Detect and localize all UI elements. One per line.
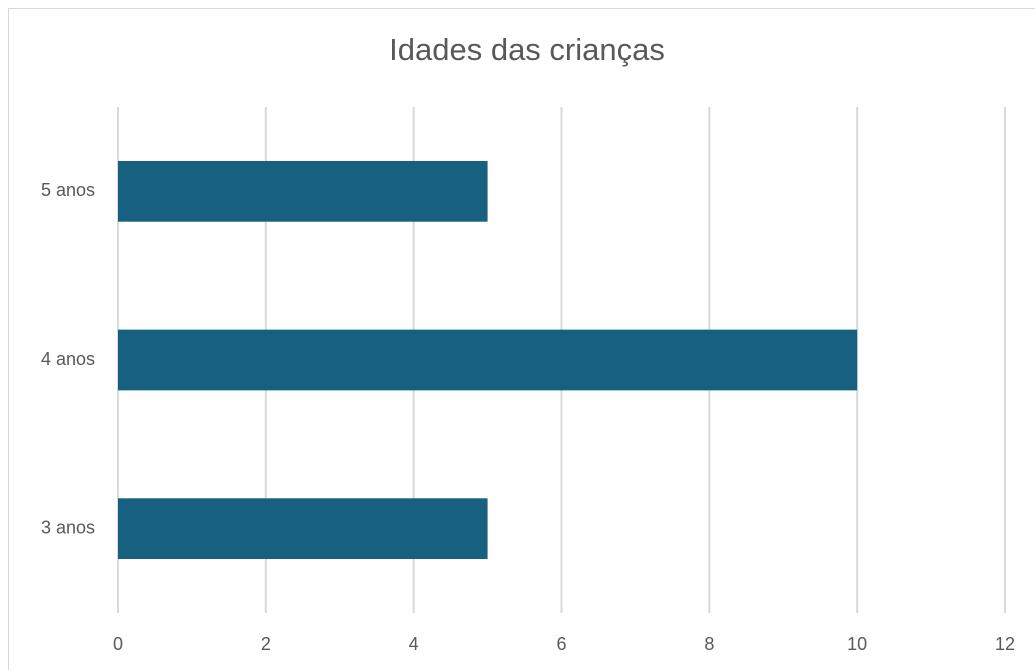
x-tick-label: 6	[556, 634, 566, 654]
x-tick-label: 10	[847, 634, 867, 654]
x-tick-label: 8	[704, 634, 714, 654]
y-tick-label: 3 anos	[41, 517, 95, 537]
x-tick-label: 12	[995, 634, 1015, 654]
x-tick-label: 2	[261, 634, 271, 654]
y-tick-label: 5 anos	[41, 180, 95, 200]
bar	[118, 498, 488, 560]
chart-title: Idades das crianças	[389, 32, 665, 67]
x-tick-label: 0	[113, 634, 123, 654]
bar	[118, 160, 488, 222]
bar	[118, 329, 858, 391]
x-tick-label: 4	[409, 634, 419, 654]
y-tick-label: 4 anos	[41, 349, 95, 369]
